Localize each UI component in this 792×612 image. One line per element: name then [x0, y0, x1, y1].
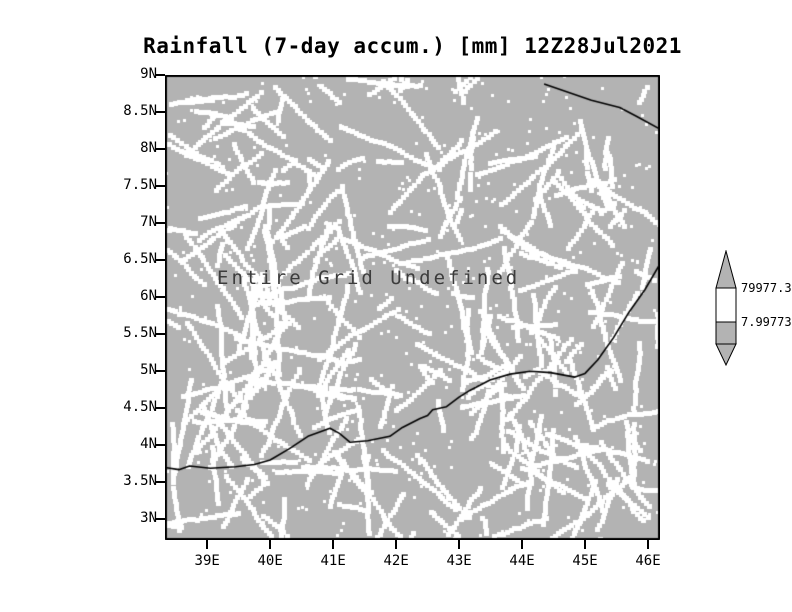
y-tick-label: 7N [140, 214, 157, 231]
colorbar [715, 250, 737, 366]
x-tick-mark [647, 540, 650, 549]
y-tick-mark [156, 259, 165, 262]
y-tick-label: 3.5N [123, 473, 157, 490]
y-tick-label: 3N [140, 510, 157, 527]
y-tick-mark [156, 74, 165, 76]
x-tick-label: 46E [635, 553, 661, 569]
x-tick-label: 45E [572, 553, 598, 569]
y-tick-mark [156, 185, 165, 188]
x-tick-label: 39E [194, 553, 220, 569]
chart-title: Rainfall (7-day accum.) [mm] 12Z28Jul202… [143, 34, 682, 58]
y-tick-label: 7.5N [123, 177, 157, 194]
x-tick-mark [584, 540, 587, 549]
rainfall-map-canvas [165, 75, 660, 540]
y-tick-mark [156, 111, 165, 114]
y-tick-mark [156, 296, 165, 299]
colorbar-down-arrow [715, 343, 737, 366]
y-tick-label: 5.5N [123, 325, 157, 342]
x-tick-mark [206, 540, 209, 549]
x-tick-mark [332, 540, 335, 549]
y-tick-label: 8N [140, 140, 157, 157]
y-tick-mark [156, 444, 165, 447]
colorbar-white-band [715, 287, 737, 323]
x-tick-label: 40E [257, 553, 283, 569]
y-tick-mark [156, 481, 165, 484]
colorbar-up-arrow [715, 250, 737, 289]
y-tick-mark [156, 370, 165, 373]
y-tick-label: 9N [140, 66, 157, 82]
y-tick-mark [156, 222, 165, 225]
x-tick-label: 42E [383, 553, 409, 569]
plot-area: Entire Grid Undefined 9N 8.5N 8N 7.5N 7N 6.5N… [123, 66, 660, 569]
y-tick-mark [156, 333, 165, 336]
y-tick-label: 6N [140, 288, 157, 305]
y-tick-label: 4N [140, 436, 157, 453]
y-tick-mark [156, 518, 165, 521]
x-tick-mark [395, 540, 398, 549]
y-tick-label: 5N [140, 362, 157, 379]
y-tick-label: 6.5N [123, 251, 157, 268]
y-tick-label: 4.5N [123, 399, 157, 416]
x-tick-label: 41E [320, 553, 346, 569]
colorbar-bottom-label: 7.99773 [741, 315, 792, 329]
x-tick-label: 43E [446, 553, 472, 569]
x-tick-mark [458, 540, 461, 549]
x-tick-mark [521, 540, 524, 549]
y-tick-mark [156, 407, 165, 410]
y-tick-mark [156, 148, 165, 151]
colorbar-top-label: 79977.3 [741, 281, 792, 295]
grid-undefined-message: Entire Grid Undefined [217, 267, 521, 289]
colorbar-gray-band [715, 321, 737, 345]
x-tick-label: 44E [509, 553, 535, 569]
x-tick-mark [269, 540, 272, 549]
y-tick-label: 8.5N [123, 103, 157, 120]
